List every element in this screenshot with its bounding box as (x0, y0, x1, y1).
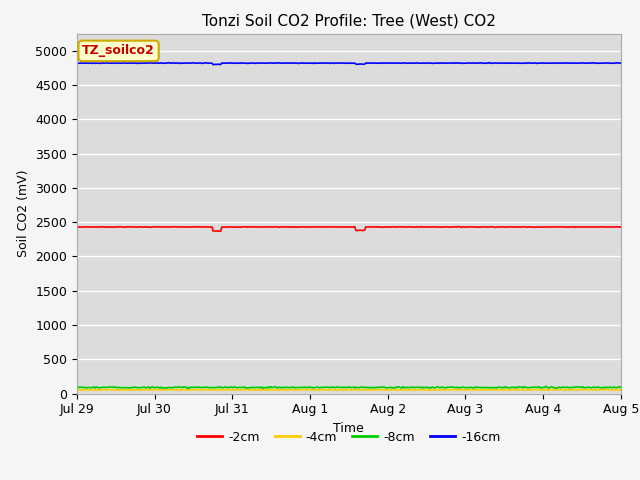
Legend: -2cm, -4cm, -8cm, -16cm: -2cm, -4cm, -8cm, -16cm (192, 426, 506, 448)
Text: TZ_soilco2: TZ_soilco2 (82, 44, 155, 58)
Title: Tonzi Soil CO2 Profile: Tree (West) CO2: Tonzi Soil CO2 Profile: Tree (West) CO2 (202, 13, 496, 28)
Y-axis label: Soil CO2 (mV): Soil CO2 (mV) (17, 170, 29, 257)
X-axis label: Time: Time (333, 422, 364, 435)
